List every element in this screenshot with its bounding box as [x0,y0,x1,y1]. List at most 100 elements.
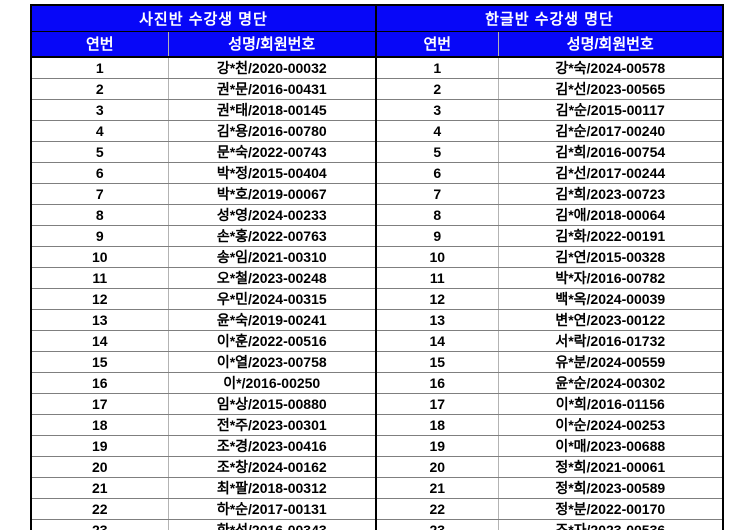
cell-serial-hangul: 23 [376,519,499,530]
cell-name-memberno-photo: 이*/2016-00250 [168,372,377,394]
cell-name-memberno-hangul: 김*희/2023-00723 [498,183,723,205]
table-row: 14 이*훈/2022-00516 14 서*락/2016-01732 [31,330,723,352]
table-row: 16 이*/2016-00250 16 윤*순/2024-00302 [31,372,723,394]
cell-serial-photo: 19 [31,435,169,457]
cell-name-memberno-hangul: 김*선/2023-00565 [498,78,723,100]
cell-serial-photo: 3 [31,99,169,121]
cell-name-memberno-hangul: 조*자/2023-00536 [498,519,723,530]
cell-name-memberno-hangul: 박*자/2016-00782 [498,267,723,289]
cell-serial-photo: 2 [31,78,169,100]
cell-name-memberno-hangul: 김*선/2017-00244 [498,162,723,184]
cell-serial-hangul: 12 [376,288,499,310]
cell-name-memberno-hangul: 강*숙/2024-00578 [498,57,723,79]
cell-name-memberno-hangul: 유*분/2024-00559 [498,351,723,373]
cell-serial-photo: 22 [31,498,169,520]
col-header-name-memberno-hangul: 성명/회원번호 [498,31,723,58]
cell-serial-hangul: 14 [376,330,499,352]
table-row: 20 조*창/2024-00162 20 정*희/2021-00061 [31,456,723,478]
cell-serial-photo: 23 [31,519,169,530]
cell-serial-photo: 18 [31,414,169,436]
cell-name-memberno-photo: 이*열/2023-00758 [168,351,377,373]
table-row: 1 강*천/2020-00032 1 강*숙/2024-00578 [31,57,723,79]
cell-name-memberno-hangul: 김*순/2017-00240 [498,120,723,142]
table-row: 9 손*홍/2022-00763 9 김*화/2022-00191 [31,225,723,247]
cell-serial-hangul: 13 [376,309,499,331]
cell-name-memberno-photo: 한*석/2016-00343 [168,519,377,530]
cell-name-memberno-hangul: 김*희/2016-00754 [498,141,723,163]
cell-name-memberno-photo: 김*용/2016-00780 [168,120,377,142]
table-row: 18 전*주/2023-00301 18 이*순/2024-00253 [31,414,723,436]
cell-serial-photo: 13 [31,309,169,331]
cell-name-memberno-photo: 권*문/2016-00431 [168,78,377,100]
cell-name-memberno-photo: 문*숙/2022-00743 [168,141,377,163]
cell-serial-photo: 1 [31,57,169,79]
cell-serial-photo: 9 [31,225,169,247]
cell-name-memberno-photo: 권*태/2018-00145 [168,99,377,121]
cell-name-memberno-photo: 박*호/2019-00067 [168,183,377,205]
col-header-serial-photo: 연번 [31,31,169,58]
table-body: 1 강*천/2020-00032 1 강*숙/2024-00578 2 권*문/2016-… [31,57,723,530]
cell-serial-photo: 8 [31,204,169,226]
table-row: 23 한*석/2016-00343 23 조*자/2023-00536 [31,519,723,530]
table-row: 17 임*상/2015-00880 17 이*희/2016-01156 [31,393,723,415]
cell-name-memberno-photo: 조*경/2023-00416 [168,435,377,457]
table-row: 12 우*민/2024-00315 12 백*옥/2024-00039 [31,288,723,310]
cell-name-memberno-hangul: 정*희/2021-00061 [498,456,723,478]
cell-serial-hangul: 2 [376,78,499,100]
cell-name-memberno-photo: 하*순/2017-00131 [168,498,377,520]
table-row: 7 박*호/2019-00067 7 김*희/2023-00723 [31,183,723,205]
col-header-name-memberno-photo: 성명/회원번호 [168,31,377,58]
cell-name-memberno-hangul: 백*옥/2024-00039 [498,288,723,310]
cell-serial-hangul: 15 [376,351,499,373]
cell-name-memberno-photo: 오*철/2023-00248 [168,267,377,289]
cell-serial-hangul: 1 [376,57,499,79]
cell-name-memberno-photo: 임*상/2015-00880 [168,393,377,415]
cell-name-memberno-hangul: 김*애/2018-00064 [498,204,723,226]
table-row: 11 오*철/2023-00248 11 박*자/2016-00782 [31,267,723,289]
cell-serial-photo: 11 [31,267,169,289]
cell-name-memberno-photo: 조*창/2024-00162 [168,456,377,478]
table-row: 10 송*임/2021-00310 10 김*연/2015-00328 [31,246,723,268]
cell-name-memberno-photo: 송*임/2021-00310 [168,246,377,268]
column-header-row: 연번 성명/회원번호 연번 성명/회원번호 [31,31,723,58]
cell-serial-photo: 20 [31,456,169,478]
cell-serial-photo: 15 [31,351,169,373]
cell-name-memberno-hangul: 정*희/2023-00589 [498,477,723,499]
cell-serial-hangul: 8 [376,204,499,226]
cell-serial-hangul: 11 [376,267,499,289]
cell-serial-photo: 17 [31,393,169,415]
table-row: 6 박*정/2015-00404 6 김*선/2017-00244 [31,162,723,184]
cell-name-memberno-photo: 전*주/2023-00301 [168,414,377,436]
cell-serial-photo: 5 [31,141,169,163]
col-header-serial-hangul: 연번 [376,31,499,58]
table-row: 8 성*영/2024-00233 8 김*애/2018-00064 [31,204,723,226]
table-row: 19 조*경/2023-00416 19 이*매/2023-00688 [31,435,723,457]
cell-serial-photo: 6 [31,162,169,184]
cell-serial-hangul: 18 [376,414,499,436]
cell-name-memberno-photo: 강*천/2020-00032 [168,57,377,79]
cell-name-memberno-hangul: 김*연/2015-00328 [498,246,723,268]
section-title-photo-class: 사진반 수강생 명단 [31,5,377,32]
table-row: 2 권*문/2016-00431 2 김*선/2023-00565 [31,78,723,100]
cell-name-memberno-hangul: 서*락/2016-01732 [498,330,723,352]
section-title-hangul-class: 한글반 수강생 명단 [376,5,723,32]
cell-serial-hangul: 21 [376,477,499,499]
cell-serial-photo: 12 [31,288,169,310]
cell-name-memberno-hangul: 변*연/2023-00122 [498,309,723,331]
cell-serial-hangul: 3 [376,99,499,121]
cell-name-memberno-photo: 우*민/2024-00315 [168,288,377,310]
cell-serial-hangul: 9 [376,225,499,247]
table-row: 13 윤*숙/2019-00241 13 변*연/2023-00122 [31,309,723,331]
cell-name-memberno-hangul: 윤*순/2024-00302 [498,372,723,394]
cell-serial-hangul: 20 [376,456,499,478]
cell-name-memberno-hangul: 김*화/2022-00191 [498,225,723,247]
cell-serial-hangul: 6 [376,162,499,184]
cell-name-memberno-photo: 손*홍/2022-00763 [168,225,377,247]
cell-name-memberno-photo: 박*정/2015-00404 [168,162,377,184]
cell-serial-photo: 21 [31,477,169,499]
cell-name-memberno-hangul: 김*순/2015-00117 [498,99,723,121]
student-roster-table: 사진반 수강생 명단 한글반 수강생 명단 연번 성명/회원번호 연번 성명/회… [30,4,724,530]
cell-name-memberno-photo: 성*영/2024-00233 [168,204,377,226]
cell-serial-photo: 7 [31,183,169,205]
